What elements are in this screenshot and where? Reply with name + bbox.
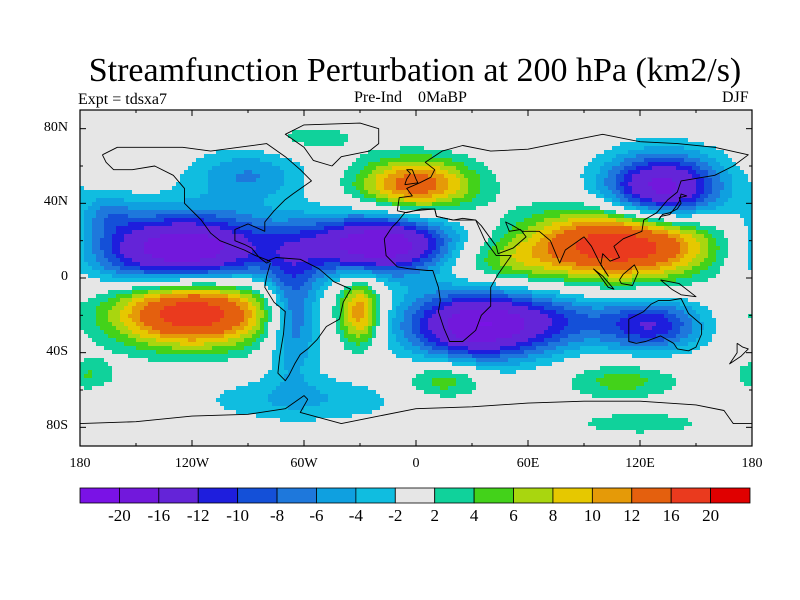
colorbar-tick-label: 16 — [662, 506, 680, 525]
colorbar-tick-label: -20 — [108, 506, 131, 525]
longitude-label: 120W — [174, 456, 210, 471]
colorbar-swatch — [552, 487, 593, 504]
colorbar-tick-label: 6 — [509, 506, 518, 525]
colorbar-swatch — [434, 487, 475, 504]
map-title: Streamfunction Perturbation at 200 hPa (… — [88, 52, 742, 89]
latitude-label: 40S — [46, 343, 68, 359]
coastline — [628, 298, 703, 352]
longitude-label: 180 — [741, 456, 763, 471]
case-label: Pre-Ind 0MaBP — [354, 89, 467, 106]
longitude-label: 120E — [625, 456, 655, 471]
experiment-label: Expt = tdsxa7 — [78, 91, 168, 108]
colorbar-swatch — [276, 487, 317, 504]
colorbar — [79, 487, 751, 504]
colorbar-tick-label: 4 — [469, 506, 479, 525]
coastline — [396, 133, 749, 277]
coastline — [660, 279, 697, 298]
latitude-label: 80S — [46, 418, 68, 434]
coastlines — [79, 122, 752, 425]
latitude-label: 0 — [61, 269, 68, 284]
longitude-label: 60W — [290, 456, 318, 471]
coastline — [658, 193, 688, 221]
coastline — [79, 395, 752, 425]
colorbar-swatch — [158, 487, 199, 504]
coastline — [383, 208, 512, 342]
colorbar-tick-label: 10 — [583, 506, 601, 525]
colorbar-tick-label: -8 — [269, 506, 285, 525]
colorbar-tick-label: -4 — [348, 506, 363, 525]
colorbar-tick-label: 20 — [702, 506, 720, 525]
coastline — [101, 143, 312, 264]
colorbar-swatch — [394, 487, 436, 504]
longitude-label: 0 — [412, 456, 420, 471]
streamfunction-field — [80, 110, 753, 447]
colorbar-tick-label: 2 — [430, 506, 439, 525]
longitude-label: 60E — [516, 456, 540, 471]
colorbar-swatch — [473, 487, 514, 504]
colorbar-swatch — [79, 487, 120, 504]
coastline — [592, 268, 615, 290]
colorbar-swatch — [355, 487, 396, 504]
colorbar-swatch — [710, 487, 751, 504]
latitude-label: 40N — [43, 194, 68, 210]
colorbar-tick-label: -6 — [309, 506, 324, 525]
coastline — [404, 169, 419, 186]
colorbar-swatch — [591, 487, 633, 504]
colorbar-swatch — [670, 487, 711, 504]
coastline — [619, 264, 639, 286]
axis-ticks — [79, 110, 753, 446]
colorbar-swatch — [631, 487, 672, 504]
longitude-label: 180 — [69, 456, 91, 471]
colorbar-tick-label: -2 — [388, 506, 403, 525]
season-label: DJF — [722, 89, 749, 106]
colorbar-tick-label: -10 — [226, 506, 249, 525]
colorbar-tick-label: -12 — [186, 506, 210, 525]
colorbar-swatch — [197, 487, 239, 504]
colorbar-tick-label: -16 — [147, 506, 171, 525]
coastline — [284, 122, 380, 167]
latitude-label: 80N — [43, 119, 68, 135]
colorbar-swatch — [316, 487, 357, 504]
colorbar-swatch — [119, 487, 160, 504]
colorbar-tick-label: 8 — [548, 506, 558, 525]
coastline — [729, 342, 749, 365]
colorbar-swatch — [237, 487, 278, 504]
colorbar-tick-label: 12 — [623, 506, 641, 525]
colorbar-swatch — [513, 487, 554, 504]
coastline — [264, 257, 352, 382]
